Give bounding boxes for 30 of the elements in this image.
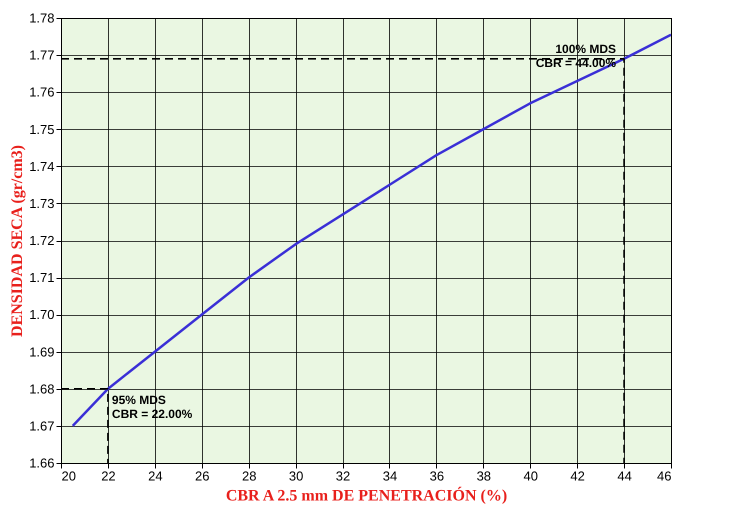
y-tick-label: 1.72 bbox=[29, 233, 54, 248]
x-tick-label: 34 bbox=[382, 468, 398, 484]
y-tick-label: 1.78 bbox=[29, 10, 54, 26]
x-tick-label: 38 bbox=[476, 468, 492, 484]
line-series bbox=[71, 33, 671, 428]
y-tick-label: 1.77 bbox=[29, 48, 54, 63]
y-tick-label: 1.74 bbox=[29, 158, 54, 174]
y-tick-label: 1.66 bbox=[29, 456, 54, 470]
x-tick-label: 22 bbox=[101, 468, 116, 484]
y-tick-label: 1.69 bbox=[29, 344, 54, 360]
x-tick-label: 26 bbox=[195, 468, 210, 484]
x-tick-label: 44 bbox=[617, 468, 632, 484]
y-axis-title: DENSIDAD SECA (gr/cm3) bbox=[9, 145, 26, 337]
y-tick-label: 1.73 bbox=[29, 196, 54, 211]
x-tick-label: 28 bbox=[242, 468, 256, 484]
x-tick-label: 46 bbox=[657, 468, 672, 484]
x-tick-label: 42 bbox=[570, 468, 585, 484]
x-tick-label: 36 bbox=[430, 468, 444, 484]
y-tick-label: 1.71 bbox=[29, 270, 54, 286]
x-tick-label: 32 bbox=[336, 468, 350, 484]
y-tick-label: 1.75 bbox=[29, 122, 54, 137]
y-tick-label: 1.67 bbox=[29, 418, 54, 434]
x-tick-label: 20 bbox=[62, 468, 76, 484]
x-axis-title: CBR A 2.5 mm DE PENETRACIÓN (%) bbox=[226, 486, 508, 504]
y-tick-label: 1.70 bbox=[29, 307, 54, 322]
y-tick-label: 1.76 bbox=[29, 84, 54, 100]
x-tick-label: 40 bbox=[523, 468, 538, 484]
x-tick-label: 30 bbox=[288, 468, 304, 484]
y-tick-label: 1.68 bbox=[29, 381, 54, 396]
x-tick-label: 24 bbox=[148, 468, 163, 484]
